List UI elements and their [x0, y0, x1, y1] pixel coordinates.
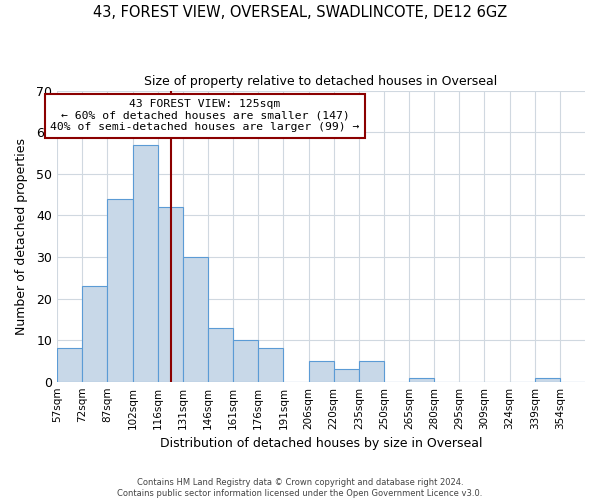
Y-axis label: Number of detached properties: Number of detached properties [15, 138, 28, 334]
Bar [208, 328, 233, 382]
Bar [258, 348, 283, 382]
Bar [359, 361, 384, 382]
Bar [535, 378, 560, 382]
Bar [133, 144, 158, 382]
Bar [82, 286, 107, 382]
X-axis label: Distribution of detached houses by size in Overseal: Distribution of detached houses by size … [160, 437, 482, 450]
Bar [183, 257, 208, 382]
Bar [158, 207, 183, 382]
Bar [107, 198, 133, 382]
Text: 43, FOREST VIEW, OVERSEAL, SWADLINCOTE, DE12 6GZ: 43, FOREST VIEW, OVERSEAL, SWADLINCOTE, … [93, 5, 507, 20]
Text: Contains HM Land Registry data © Crown copyright and database right 2024.
Contai: Contains HM Land Registry data © Crown c… [118, 478, 482, 498]
Bar [409, 378, 434, 382]
Title: Size of property relative to detached houses in Overseal: Size of property relative to detached ho… [145, 75, 498, 88]
Bar [334, 369, 359, 382]
Bar [233, 340, 258, 382]
Bar [308, 361, 334, 382]
Text: 43 FOREST VIEW: 125sqm
← 60% of detached houses are smaller (147)
40% of semi-de: 43 FOREST VIEW: 125sqm ← 60% of detached… [50, 100, 359, 132]
Bar [57, 348, 82, 382]
